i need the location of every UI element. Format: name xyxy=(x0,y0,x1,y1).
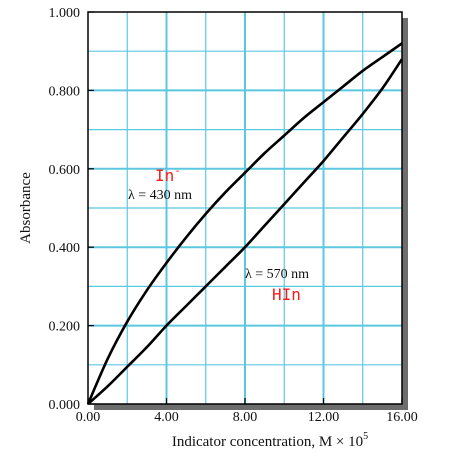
y-tick-labels: 0.000 0.200 0.400 0.600 0.800 1.000 xyxy=(49,6,94,413)
x-tick-label: 4.00 xyxy=(154,410,179,425)
x-axis-title-exponent: 5 xyxy=(363,431,368,442)
x-tick-labels: 0.00 4.00 8.00 12.00 16.00 xyxy=(76,398,418,425)
annotation-in-wavelength: λ = 430 nm xyxy=(128,188,192,203)
annotation-in-charge: - xyxy=(174,164,181,177)
x-tick-label: 8.00 xyxy=(233,410,258,425)
y-tick-label: 0.200 xyxy=(49,320,81,335)
y-tick-label: 0.400 xyxy=(49,241,81,256)
x-axis-title: Indicator concentration, M × 105 xyxy=(172,431,368,450)
x-tick-label: 12.00 xyxy=(308,410,340,425)
y-axis-title: Absorbance xyxy=(18,172,34,244)
y-tick-label: 0.600 xyxy=(49,163,81,178)
y-tick-label: 1.000 xyxy=(49,6,81,21)
series-line-2 xyxy=(87,58,404,405)
y-tick-label: 0.800 xyxy=(49,84,81,99)
curves xyxy=(86,42,404,405)
x-tick-label: 0.00 xyxy=(76,410,101,425)
series-line-1 xyxy=(86,42,403,405)
annotation-in-species: In- xyxy=(155,164,181,185)
x-tick-label: 16.00 xyxy=(386,410,418,425)
annotation-hin-wavelength: λ = 570 nm xyxy=(245,267,309,282)
y-tick-label: 0.000 xyxy=(49,398,81,413)
annotation-in-species-name: In xyxy=(155,166,174,185)
x-axis-title-main: Indicator concentration, M × 10 xyxy=(172,434,363,450)
annotation-hin-species: HIn xyxy=(272,285,301,304)
